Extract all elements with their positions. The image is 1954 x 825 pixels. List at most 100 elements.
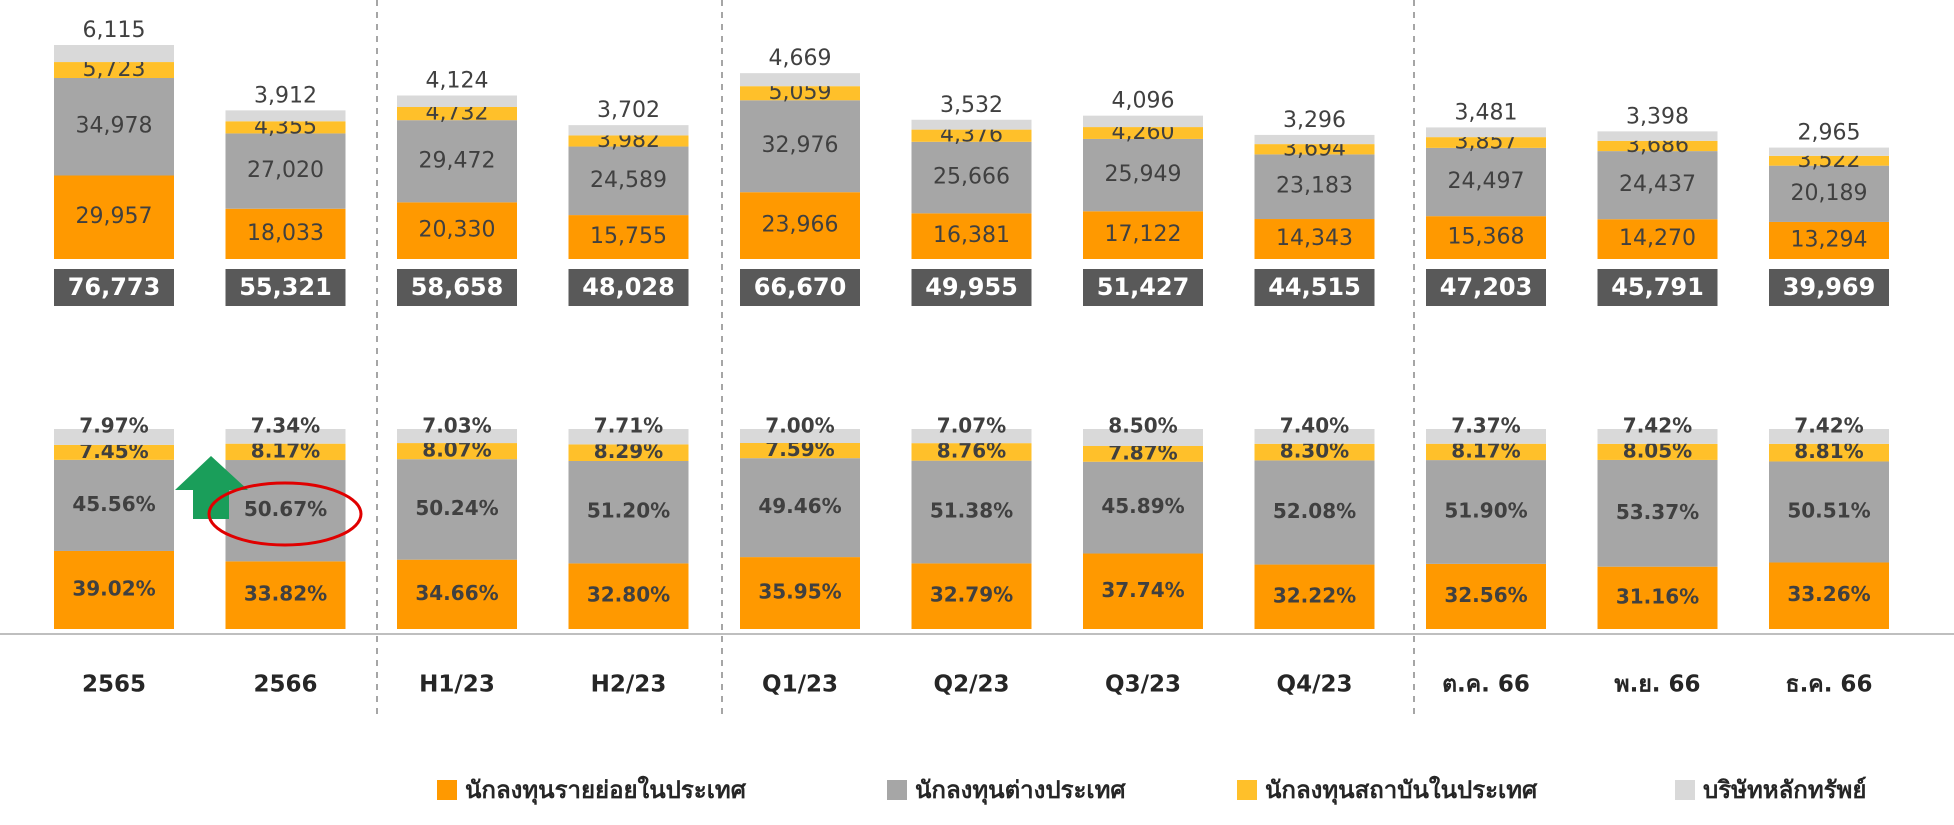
value-label: 20,330 — [419, 218, 496, 243]
value-label: 2,965 — [1798, 121, 1861, 146]
category-label: 2566 — [253, 672, 317, 698]
value-label: 7.03% — [422, 414, 491, 438]
bar-segment — [740, 73, 860, 87]
bar-segment — [1769, 443, 1889, 462]
total-box — [397, 269, 517, 306]
bar-segment — [740, 443, 860, 459]
value-label: 51.90% — [1444, 498, 1527, 522]
value-label: 7.07% — [937, 414, 1006, 438]
value-label: 3,702 — [597, 98, 660, 123]
bar-segment — [740, 429, 860, 443]
bar-segment — [1083, 429, 1203, 446]
bar-segment — [1426, 216, 1546, 259]
bar-segment — [1254, 219, 1375, 259]
bar-segment — [911, 129, 1032, 142]
value-label: 7.34% — [251, 414, 320, 438]
legend-label: บริษัทหลักทรัพย์ — [1703, 776, 1866, 804]
category-label: Q2/23 — [934, 672, 1010, 698]
bar-segment — [1254, 443, 1375, 461]
bar-segment — [1769, 165, 1889, 222]
bar-segment — [1597, 219, 1718, 259]
value-label: 3,398 — [1626, 104, 1689, 129]
value-label: 3,912 — [254, 83, 317, 108]
bar-segment — [911, 141, 1032, 214]
value-label: 6,115 — [83, 18, 146, 43]
bar-segment — [1597, 459, 1718, 567]
legend-swatch — [1675, 780, 1695, 800]
value-label: 8.50% — [1108, 414, 1177, 438]
value-label: 7.97% — [79, 414, 148, 438]
bar-segment — [1769, 155, 1889, 166]
total-label: 48,028 — [582, 273, 675, 301]
value-label: 24,589 — [590, 168, 667, 193]
bar-segment — [1426, 137, 1546, 148]
legend-label: นักลงทุนสถาบันในประเทศ — [1265, 775, 1538, 806]
legend-swatch — [1237, 780, 1257, 800]
legend-label: นักลงทุนรายย่อยในประเทศ — [465, 775, 747, 806]
value-label: 32.80% — [587, 583, 670, 607]
value-label: 7.71% — [594, 414, 663, 438]
bar-segment — [54, 175, 174, 259]
category-label: Q1/23 — [762, 672, 838, 698]
category-label: Q4/23 — [1277, 672, 1353, 698]
bar-segment — [1083, 127, 1203, 139]
bar-segment — [568, 429, 689, 445]
total-label: 76,773 — [68, 273, 161, 301]
total-label: 58,658 — [411, 273, 504, 301]
bar-segment — [1769, 562, 1889, 629]
value-label: 33.82% — [244, 582, 327, 606]
value-label: 25,666 — [933, 165, 1010, 190]
bar-segment — [911, 429, 1032, 444]
total-box — [1083, 269, 1203, 306]
value-label: 52.08% — [1273, 499, 1356, 523]
bar-segment — [568, 215, 689, 259]
value-label: 23,966 — [762, 213, 839, 238]
bar-segment — [740, 458, 860, 558]
value-label: 18,033 — [247, 221, 324, 246]
bar-segment — [1254, 134, 1375, 145]
value-label: 16,381 — [933, 223, 1010, 248]
value-label: 51.38% — [930, 499, 1013, 523]
bar-segment — [397, 429, 517, 444]
bar-segment — [225, 110, 346, 122]
category-label: พ.ย. 66 — [1614, 672, 1700, 698]
bar-segment — [740, 100, 860, 193]
category-label: 2565 — [82, 672, 146, 698]
value-label: 53.37% — [1616, 500, 1699, 524]
bar-segment — [1254, 154, 1375, 220]
total-label: 45,791 — [1611, 273, 1704, 301]
value-label: 23,183 — [1276, 174, 1353, 199]
category-label: H1/23 — [419, 672, 495, 698]
value-label: 4,669 — [769, 46, 832, 71]
total-box — [225, 269, 346, 306]
value-label: 7.37% — [1451, 414, 1520, 438]
value-label: 34,978 — [76, 114, 153, 139]
bar-segment — [740, 557, 860, 629]
bar-segment — [911, 213, 1032, 259]
bar-segment — [911, 443, 1032, 461]
total-label: 66,670 — [754, 273, 847, 301]
bar-segment — [911, 119, 1032, 130]
value-label: 31.16% — [1616, 584, 1699, 608]
value-label: 37.74% — [1101, 578, 1184, 602]
bar-segment — [225, 429, 346, 444]
value-label: 50.67% — [244, 497, 327, 521]
total-label: 51,427 — [1097, 273, 1190, 301]
bar-segment — [54, 77, 174, 176]
value-label: 51.20% — [587, 499, 670, 523]
bar-segment — [1769, 461, 1889, 563]
bar-segment — [397, 120, 517, 203]
bar-segment — [1083, 115, 1203, 128]
bar-segment — [1254, 564, 1375, 629]
bar-segment — [1426, 127, 1546, 138]
marks: 29,95734,9785,7236,11576,773256518,03327… — [54, 18, 1889, 806]
bar-segment — [568, 461, 689, 564]
value-label: 24,497 — [1448, 169, 1525, 194]
category-label: ต.ค. 66 — [1442, 672, 1530, 698]
value-label: 4,096 — [1112, 89, 1175, 114]
total-box — [1597, 269, 1718, 306]
bar-segment — [1597, 429, 1718, 444]
value-label: 32,976 — [762, 133, 839, 158]
value-label: 3,481 — [1455, 100, 1518, 125]
